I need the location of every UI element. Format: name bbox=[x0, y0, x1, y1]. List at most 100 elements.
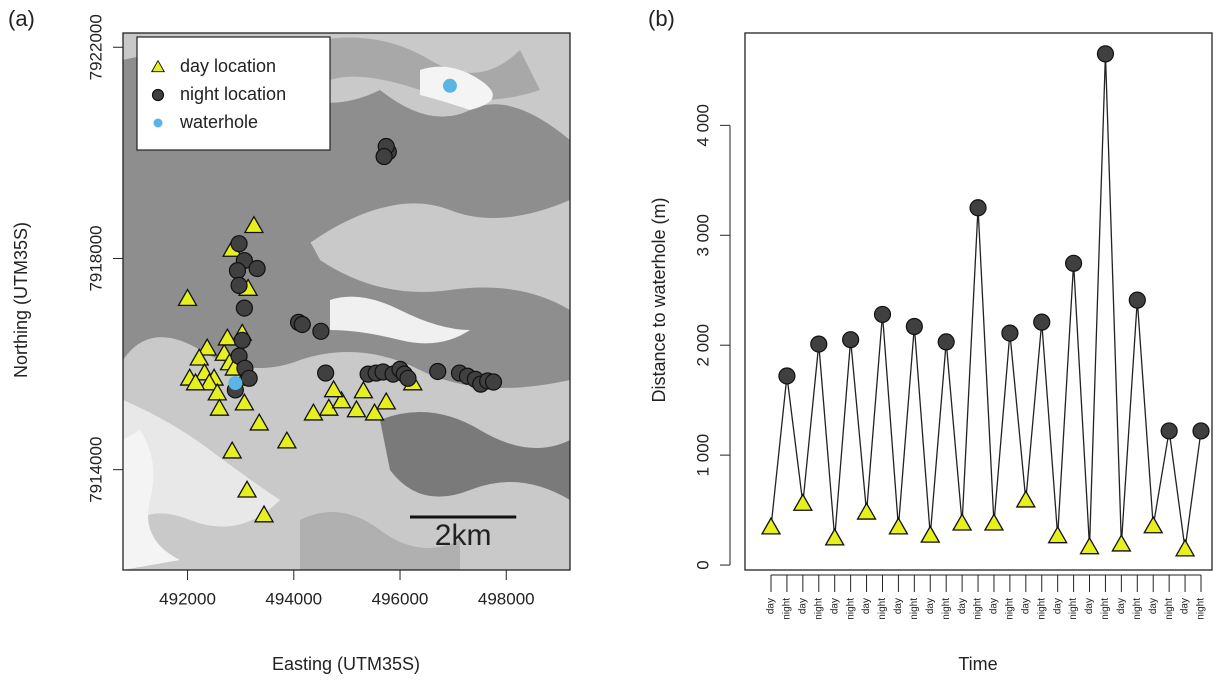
y-axis-title: Northing (UTM35S) bbox=[11, 222, 31, 378]
x-tick-label: day bbox=[1116, 598, 1127, 614]
y-tick-label: 7922000 bbox=[86, 14, 105, 80]
marker-triangle bbox=[249, 412, 270, 431]
x-tick-label: day bbox=[1084, 598, 1095, 614]
marker-circle bbox=[1192, 422, 1210, 440]
marker-circle bbox=[248, 259, 266, 278]
legend-marker bbox=[150, 59, 166, 73]
marker-circle bbox=[778, 367, 796, 385]
x-tick-label: night bbox=[1164, 598, 1175, 620]
legend: day location night location waterhole bbox=[136, 36, 331, 151]
x-tick-label: night bbox=[782, 598, 793, 620]
marker-triangle bbox=[1143, 515, 1164, 534]
marker-triangle bbox=[331, 390, 352, 409]
marker-triangle bbox=[236, 479, 258, 498]
marker-circle bbox=[484, 373, 503, 391]
marker-triangle bbox=[1047, 525, 1068, 544]
y-tick-label: 7918000 bbox=[86, 225, 105, 291]
scale-bar-label: 2km bbox=[435, 519, 492, 552]
marker-circle bbox=[312, 322, 330, 340]
plot-frame bbox=[744, 32, 1213, 571]
marker-triangle bbox=[760, 516, 782, 535]
marker-circle bbox=[228, 262, 247, 280]
x-tick-label: night bbox=[1132, 598, 1143, 620]
x-tick-label: 496000 bbox=[372, 589, 429, 608]
y-axis-title: Distance to waterhole (m) bbox=[649, 197, 669, 402]
x-tick-label: day bbox=[1020, 598, 1031, 614]
legend-marker bbox=[153, 118, 163, 128]
y-tick-label: 7914000 bbox=[86, 437, 105, 503]
marker-dot bbox=[228, 376, 243, 391]
marker-triangle bbox=[207, 382, 228, 401]
marker-circle bbox=[399, 369, 417, 387]
marker-triangle bbox=[234, 392, 255, 411]
marker-circle bbox=[1064, 254, 1083, 272]
x-tick-label: night bbox=[1005, 598, 1016, 620]
marker-triangle bbox=[353, 380, 374, 399]
marker-triangle bbox=[1111, 533, 1132, 552]
legend-marker bbox=[151, 88, 165, 102]
marker-circle bbox=[969, 199, 987, 217]
x-tick-label: day bbox=[861, 598, 872, 614]
x-tick-label: day bbox=[925, 598, 936, 614]
marker-circle bbox=[1160, 422, 1178, 440]
marker-triangle bbox=[197, 337, 218, 356]
marker-triangle bbox=[951, 512, 973, 531]
x-tick-label: 498000 bbox=[478, 589, 535, 608]
marker-circle bbox=[235, 299, 253, 317]
panel-label: (a) bbox=[8, 6, 35, 31]
marker-triangle bbox=[189, 347, 210, 366]
x-tick-label: night bbox=[973, 598, 984, 620]
x-tick-label: night bbox=[813, 598, 824, 620]
x-tick-label: day bbox=[1180, 598, 1191, 614]
marker-circle bbox=[905, 317, 923, 336]
marker-circle bbox=[937, 333, 955, 351]
legend-label: day location bbox=[180, 56, 276, 76]
marker-circle bbox=[1033, 313, 1051, 331]
marker-triangle bbox=[303, 402, 324, 421]
marker-circle bbox=[293, 315, 311, 334]
x-tick-label: day bbox=[989, 598, 1000, 614]
marker-circle bbox=[810, 335, 828, 353]
marker-triangle bbox=[920, 525, 941, 543]
x-tick-label: night bbox=[1036, 598, 1047, 620]
x-tick-label: night bbox=[1196, 598, 1207, 620]
x-tick-label: day bbox=[893, 598, 904, 614]
marker-dot bbox=[442, 78, 457, 93]
marker-circle bbox=[317, 364, 335, 382]
x-axis-title: Time bbox=[958, 654, 997, 674]
x-tick-label: day bbox=[1052, 598, 1063, 614]
marker-triangle bbox=[1079, 536, 1100, 555]
marker-triangle bbox=[209, 398, 230, 416]
x-tick-label: night bbox=[1100, 598, 1111, 620]
x-tick-label: night bbox=[909, 598, 920, 620]
marker-triangle bbox=[1015, 489, 1036, 508]
marker-circle bbox=[240, 369, 258, 387]
x-tick-label: day bbox=[766, 598, 777, 614]
marker-triangle bbox=[199, 372, 220, 391]
panel-label: (b) bbox=[648, 6, 675, 31]
marker-circle bbox=[873, 305, 892, 324]
plot-frame bbox=[122, 32, 571, 571]
x-tick-label: night bbox=[877, 598, 888, 620]
marker-triangle bbox=[253, 504, 275, 523]
marker-triangle bbox=[376, 391, 397, 410]
marker-triangle bbox=[276, 430, 297, 449]
x-tick-label: day bbox=[957, 598, 968, 614]
x-tick-label: day bbox=[829, 598, 840, 614]
x-tick-label: 494000 bbox=[265, 589, 322, 608]
marker-triangle bbox=[323, 379, 344, 398]
marker-circle bbox=[1001, 324, 1019, 342]
marker-circle bbox=[429, 362, 447, 381]
marker-triangle bbox=[1174, 538, 1196, 557]
marker-triangle bbox=[177, 288, 198, 306]
marker-circle bbox=[1128, 291, 1146, 309]
legend-box bbox=[136, 36, 331, 151]
y-tick-label: 1 000 bbox=[693, 434, 712, 477]
x-tick-label: day bbox=[797, 598, 808, 614]
terrain-background bbox=[123, 33, 570, 570]
marker-triangle bbox=[888, 516, 909, 535]
marker-triangle bbox=[792, 493, 813, 511]
marker-triangle bbox=[346, 399, 367, 418]
marker-circle bbox=[230, 276, 248, 294]
